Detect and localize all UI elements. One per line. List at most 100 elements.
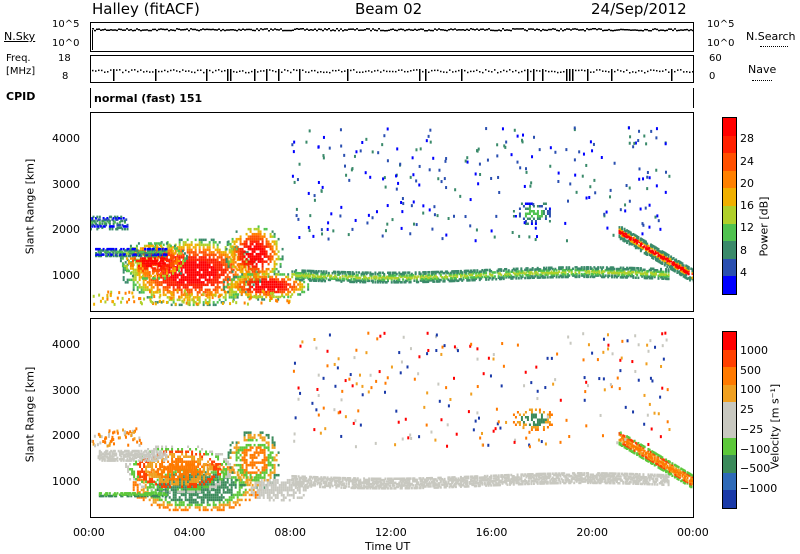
power-cell [233, 275, 236, 279]
power-cell [111, 227, 114, 231]
power-cell [263, 288, 266, 291]
power-cell [454, 278, 457, 281]
power-cell [243, 280, 246, 284]
power-cell [202, 292, 205, 296]
power-cell [202, 243, 205, 247]
power-cell [447, 271, 450, 275]
power-cell [574, 275, 577, 279]
power-cell [517, 270, 520, 273]
power-cell [551, 271, 554, 275]
power-cell [477, 271, 480, 275]
power-cell [222, 253, 225, 257]
velocity-cell [198, 508, 201, 512]
power-cell [285, 293, 288, 296]
power-cell [123, 249, 126, 252]
freq-mark [197, 69, 199, 72]
power-cell [593, 270, 596, 273]
power-cell [253, 265, 256, 268]
power-cell [653, 248, 656, 251]
power-cell [212, 261, 215, 264]
power-cell [652, 273, 655, 276]
power-cell [157, 277, 160, 280]
power-cell [662, 255, 665, 258]
power-cell [103, 225, 106, 228]
power-cell [573, 128, 576, 132]
power-cell [214, 263, 217, 267]
power-cell [185, 301, 188, 305]
power-cell [306, 273, 309, 277]
power-cell [198, 288, 201, 292]
noise-mark [504, 29, 506, 32]
power-cell [188, 281, 191, 284]
freq-mark [428, 71, 430, 74]
power-cell [100, 252, 103, 255]
power-cell [381, 271, 384, 275]
power-cell [549, 164, 552, 168]
power-cell [394, 271, 397, 275]
power-cell [629, 242, 632, 245]
power-cell [184, 268, 187, 272]
power-cell [226, 286, 229, 289]
power-cell [228, 286, 231, 289]
power-cell [279, 265, 282, 268]
power-cell [467, 269, 470, 273]
power-cell [378, 278, 381, 281]
power-cell [216, 271, 219, 274]
power-cell [347, 275, 350, 278]
power-cell [146, 252, 149, 255]
power-cell [392, 272, 394, 276]
power-cell [379, 275, 382, 279]
power-cell [161, 262, 164, 265]
power-cell [186, 263, 189, 267]
power-cell [287, 301, 290, 305]
power-cell [131, 264, 134, 268]
power-cell [565, 275, 568, 279]
power-cell [206, 248, 209, 252]
power-cell [257, 237, 260, 241]
velocity-cell [182, 503, 185, 507]
noise-mark [622, 28, 624, 31]
power-cell [297, 288, 300, 291]
power-cell [654, 250, 657, 254]
power-cell [351, 271, 354, 274]
power-cell [200, 251, 203, 254]
power-cell [431, 270, 434, 274]
power-cell [629, 274, 632, 278]
power-cell [247, 295, 250, 299]
power-cell [617, 274, 620, 278]
power-cell [156, 301, 159, 304]
power-cell [158, 283, 161, 287]
power-cell [251, 280, 254, 284]
power-cell [452, 272, 455, 276]
power-cell [162, 286, 165, 289]
power-cell [361, 272, 364, 276]
freq-mark [245, 71, 247, 74]
power-cell [172, 291, 175, 294]
power-cell [263, 260, 266, 263]
freq-mark [155, 69, 157, 81]
power-cell [232, 293, 235, 297]
noise-mark [580, 29, 582, 31]
power-cell [275, 283, 278, 286]
power-cell [158, 281, 161, 284]
power-cell [631, 273, 634, 277]
power-cell [582, 268, 585, 272]
power-cell [125, 254, 128, 258]
power-cell [134, 261, 137, 264]
power-cell [347, 233, 350, 237]
freq-mark [512, 70, 514, 73]
power-cell [308, 129, 311, 133]
power-cell [105, 222, 108, 225]
power-cell [524, 215, 527, 218]
noise-mark [438, 28, 440, 30]
freq-left-tick-bottom: 8 [62, 71, 69, 82]
power-cell [571, 274, 574, 277]
power-cell [151, 267, 154, 270]
noise-mark [494, 29, 496, 32]
power-cell [165, 269, 168, 273]
power-cell [470, 269, 473, 272]
freq-mark [560, 71, 562, 73]
power-cell [505, 276, 508, 279]
power-cell [220, 256, 223, 259]
power-cell [226, 253, 229, 257]
